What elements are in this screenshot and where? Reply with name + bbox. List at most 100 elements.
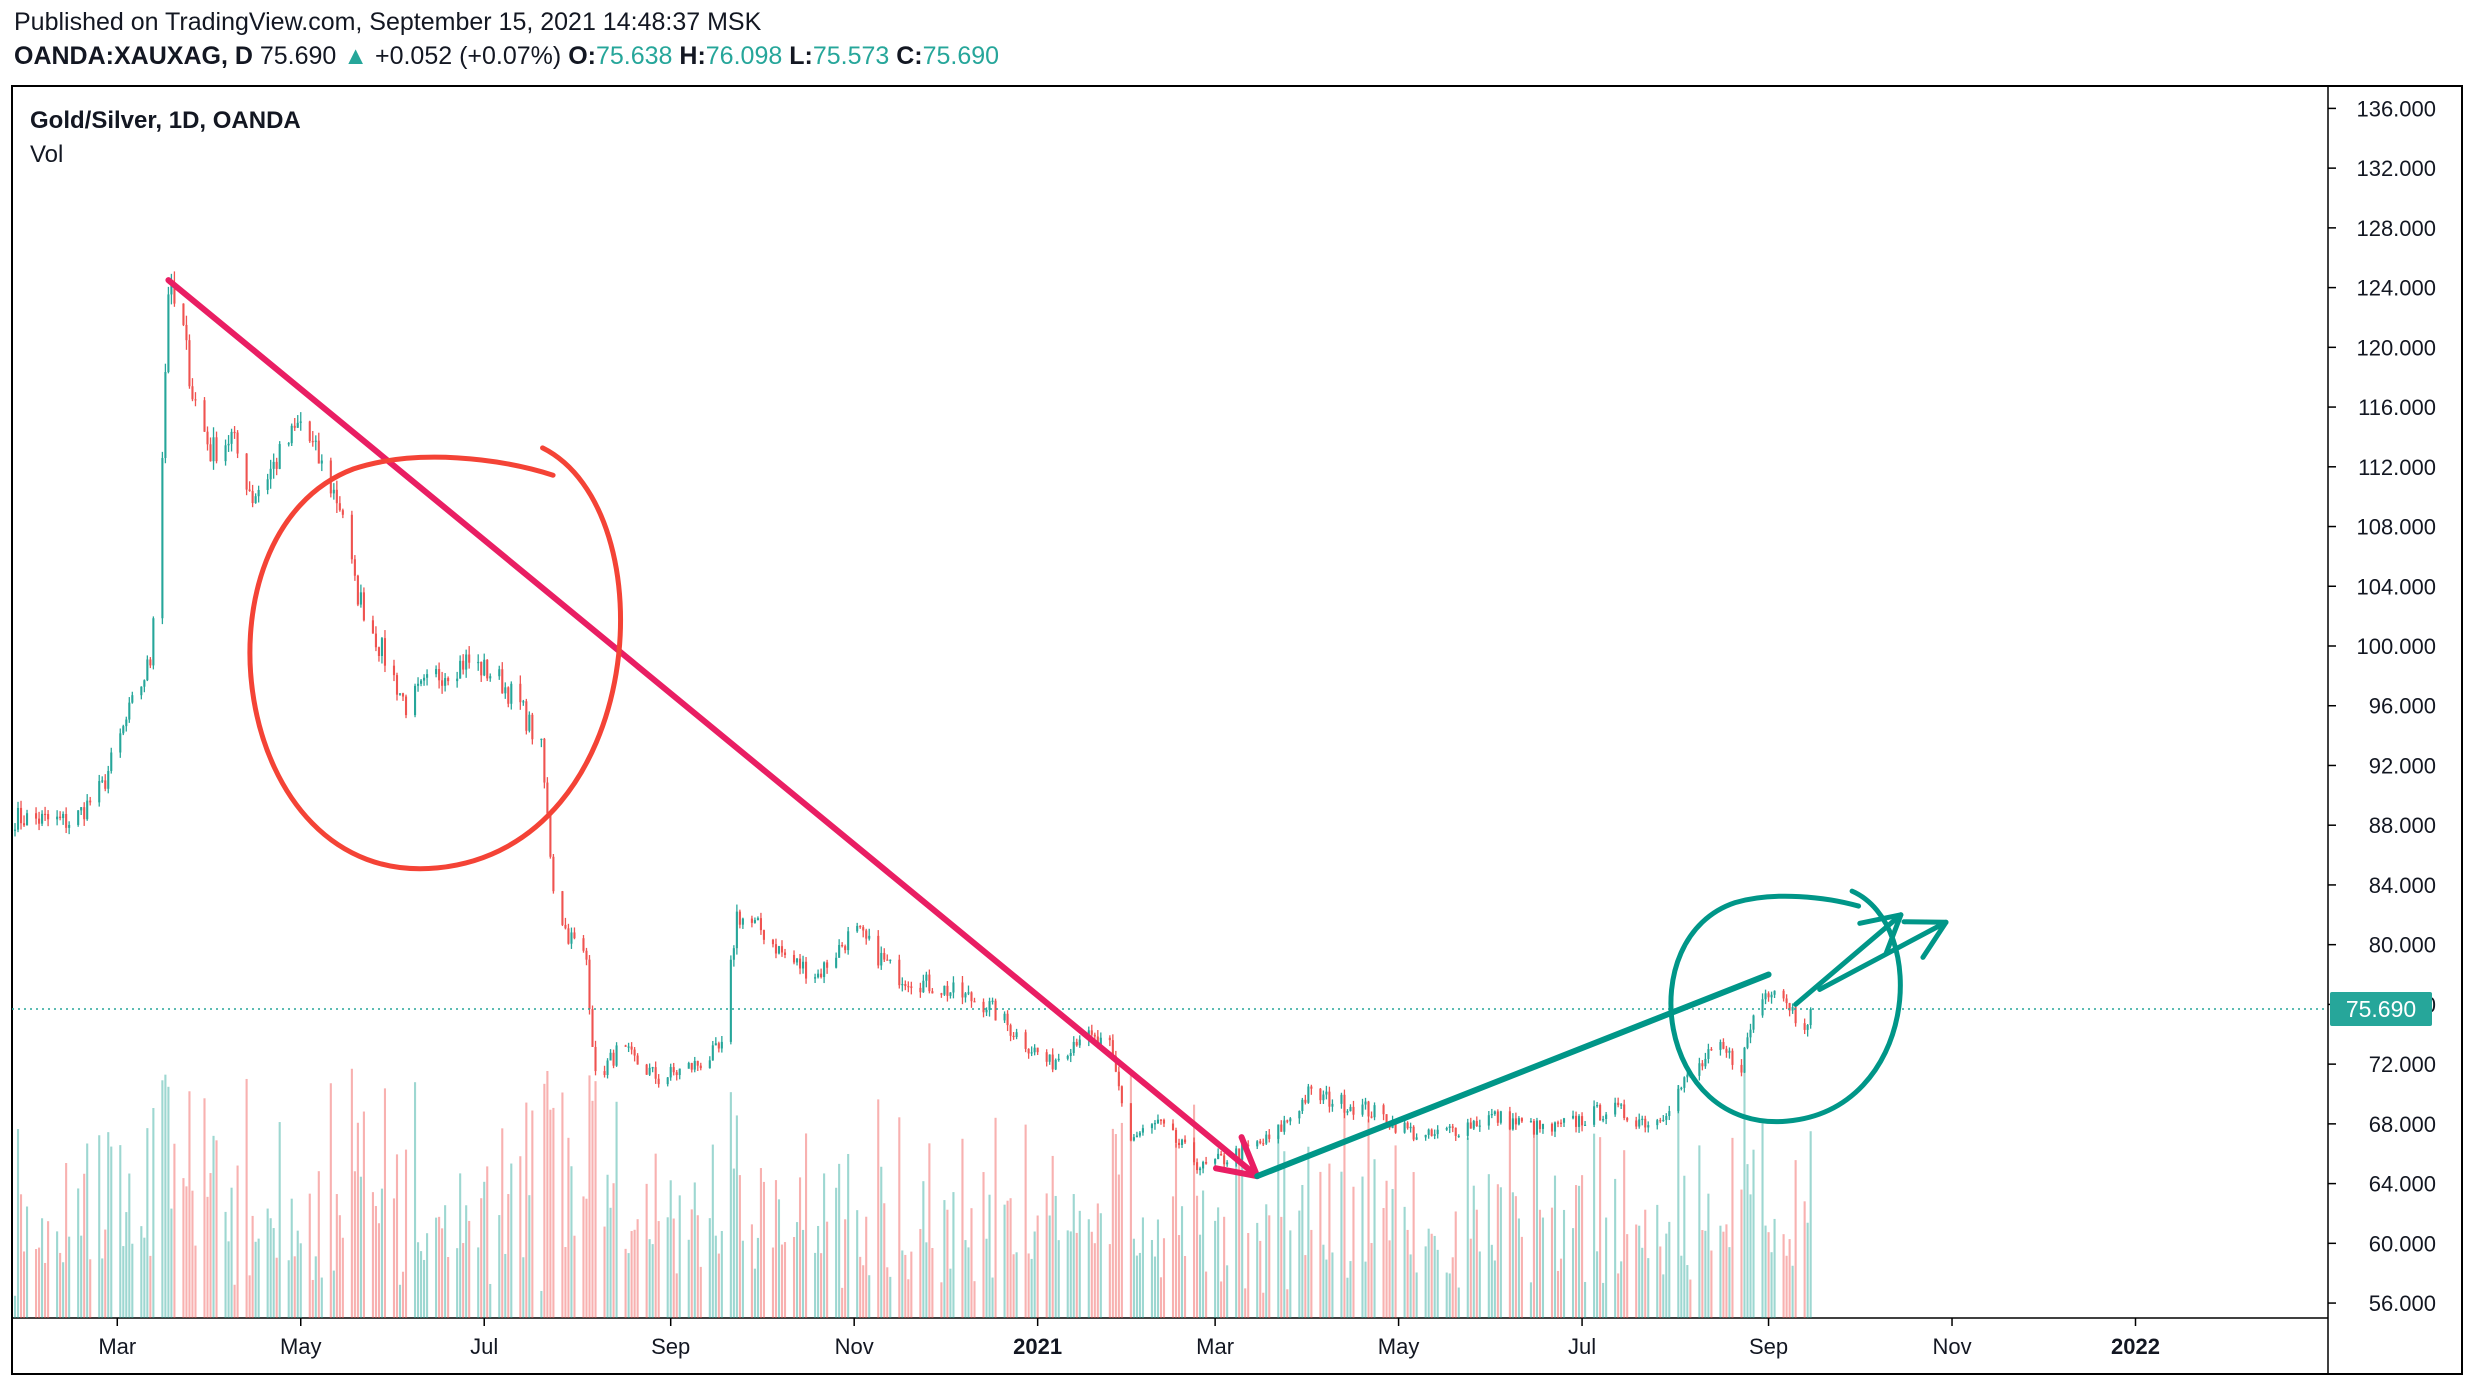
volume-bar xyxy=(717,1253,720,1318)
candle-body xyxy=(801,961,805,969)
candle-body xyxy=(1153,1123,1157,1125)
candle-body xyxy=(531,714,534,740)
candle-body xyxy=(152,618,155,666)
volume-bar xyxy=(269,1218,272,1318)
volume-bar xyxy=(1244,1288,1247,1318)
volume-bar xyxy=(1457,1287,1460,1318)
volume-bar xyxy=(233,1284,236,1318)
candle-body xyxy=(519,683,522,703)
volume-bar xyxy=(1740,1189,1743,1318)
candle-body xyxy=(714,1043,717,1046)
candle-body xyxy=(588,959,591,1010)
volume-bar xyxy=(1602,1282,1605,1318)
volume-bar xyxy=(738,1175,741,1318)
candle-body xyxy=(128,702,131,720)
volume-bar xyxy=(645,1183,648,1318)
candle-body xyxy=(101,780,104,782)
candle-body xyxy=(1259,1141,1262,1144)
candle-body xyxy=(1722,1042,1725,1049)
volume-bar xyxy=(907,1279,910,1318)
candle-body xyxy=(1424,1134,1427,1138)
price-tick-label: 92.000 xyxy=(2369,753,2436,778)
candle-body xyxy=(164,372,167,459)
volume-bar xyxy=(1030,1258,1033,1318)
volume-bar xyxy=(1689,1279,1692,1318)
volume-bar xyxy=(795,1222,799,1318)
candle-body xyxy=(167,294,170,373)
candle-body xyxy=(573,932,576,939)
volume-bar xyxy=(1093,1243,1096,1318)
candle-body xyxy=(341,510,344,515)
candle-body xyxy=(1496,1111,1499,1123)
candle-body xyxy=(904,984,907,987)
volume-bar xyxy=(401,1271,405,1318)
volume-bar xyxy=(1108,1244,1111,1318)
candle-body xyxy=(1662,1119,1665,1122)
candle-body xyxy=(1370,1116,1373,1118)
volume-bar xyxy=(1054,1195,1057,1318)
candle-body xyxy=(1559,1122,1563,1124)
candle-body xyxy=(1677,1088,1680,1112)
volume-bar xyxy=(771,1247,775,1318)
candle-body xyxy=(1054,1059,1057,1070)
candle-body xyxy=(1529,1121,1532,1123)
time-axis[interactable]: Mar May Jul Sep Nov 2021 Mar May Jul Sep Nov 2022 xyxy=(98,1318,2160,1359)
candle-body xyxy=(1382,1105,1385,1115)
candle-body xyxy=(149,659,152,666)
volume-bar xyxy=(1514,1196,1517,1318)
price-axis[interactable]: 136.000 132.000 128.000 124.000 120.000 116.0… xyxy=(2328,96,2436,1316)
candlestick-series[interactable] xyxy=(13,271,1812,1176)
candle-body xyxy=(693,1060,696,1070)
candle-body xyxy=(1620,1104,1623,1106)
candle-body xyxy=(329,460,332,494)
volume-bar xyxy=(1574,1185,1578,1318)
candle-body xyxy=(1638,1119,1641,1127)
candle-body xyxy=(669,1067,672,1078)
candle-body xyxy=(1508,1111,1511,1130)
volume-bars xyxy=(13,1068,1812,1318)
volume-bar xyxy=(687,1239,690,1318)
volume-bar xyxy=(1193,1104,1196,1318)
candle-body xyxy=(780,946,784,953)
candle-body xyxy=(507,687,510,704)
candle-body xyxy=(687,1063,690,1069)
volume-bar xyxy=(1180,1206,1184,1318)
candle-body xyxy=(1319,1088,1322,1101)
candle-body xyxy=(1553,1122,1557,1132)
volume-bar xyxy=(1487,1174,1490,1318)
projection-arrow xyxy=(1817,919,1949,992)
volume-bar xyxy=(1075,1232,1078,1318)
volume-bar xyxy=(675,1273,678,1318)
candle-body xyxy=(1174,1130,1178,1143)
volume-bar xyxy=(1809,1131,1812,1318)
candle-body xyxy=(1265,1134,1268,1144)
candle-body xyxy=(1193,1142,1196,1163)
candle-body xyxy=(1445,1128,1448,1130)
candle-body xyxy=(89,800,92,803)
candle-body xyxy=(1141,1128,1144,1133)
volume-bar xyxy=(1617,1273,1620,1318)
volume-bar xyxy=(206,1196,209,1318)
candle-body xyxy=(510,683,513,704)
volume-bar xyxy=(456,1248,459,1318)
volume-bar xyxy=(1205,1271,1208,1318)
volume-bar xyxy=(627,1253,630,1318)
volume-bar xyxy=(1728,1247,1731,1318)
low-label: L: xyxy=(789,42,813,70)
candle-body xyxy=(856,925,859,932)
volume-bar xyxy=(374,1206,377,1318)
volume-bar xyxy=(919,1228,922,1318)
volume-bar xyxy=(423,1259,426,1318)
volume-bar xyxy=(444,1205,447,1318)
candle-body xyxy=(1003,1013,1006,1021)
price-tick-label: 108.000 xyxy=(2356,515,2436,540)
volume-bar xyxy=(209,1173,212,1318)
candle-body xyxy=(1626,1118,1629,1121)
time-tick-label: Nov xyxy=(1932,1334,1971,1359)
volume-bar xyxy=(1346,1277,1349,1318)
candle-body xyxy=(1487,1115,1490,1126)
candle-body xyxy=(630,1046,633,1050)
volume-bar xyxy=(1283,1151,1286,1318)
candle-body xyxy=(83,807,86,820)
